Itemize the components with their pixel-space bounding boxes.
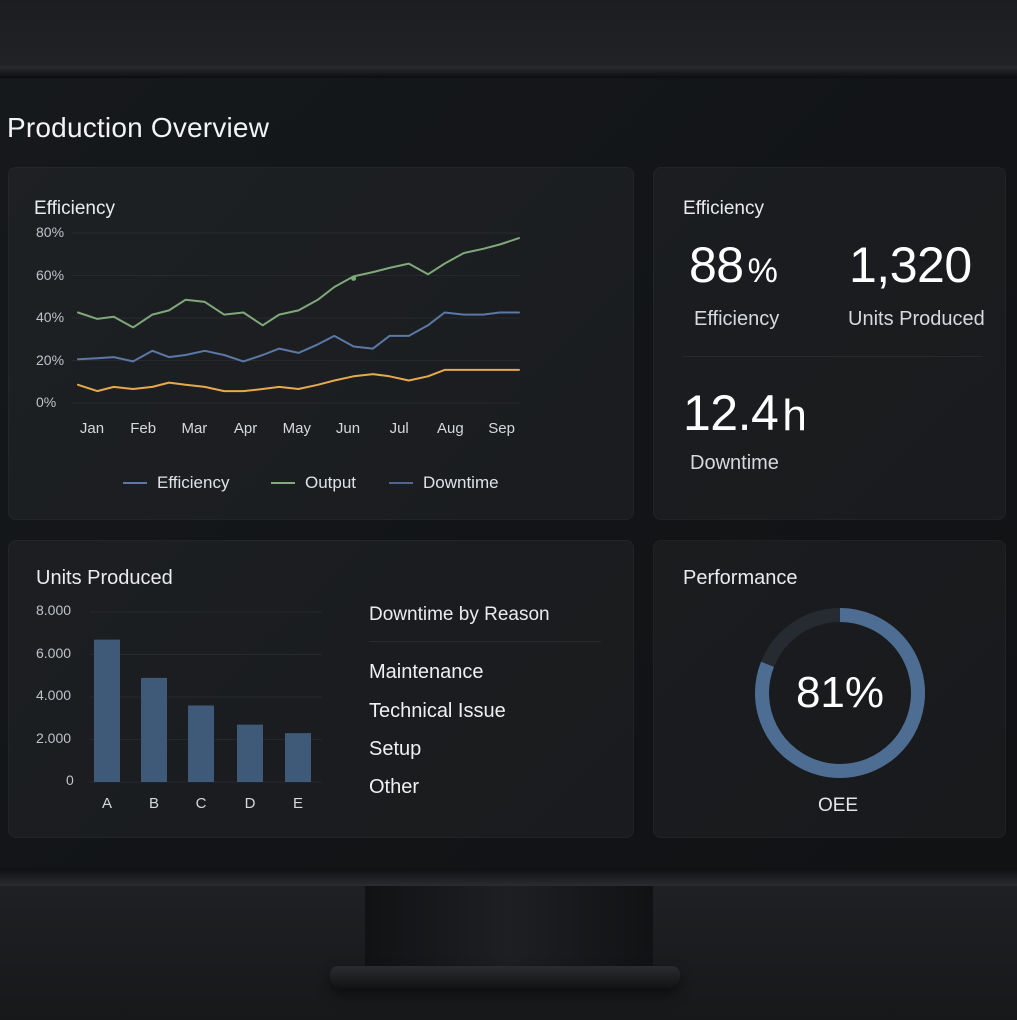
downtime-kpi-unit: h <box>782 391 807 440</box>
line-x-tick: Apr <box>233 420 258 437</box>
bar-y-tick: 0 <box>66 772 74 788</box>
line-x-tick: Feb <box>130 420 157 437</box>
reason-item-maintenance[interactable]: Maintenance <box>369 661 484 683</box>
legend-efficiency-swatch <box>123 482 147 484</box>
monitor-stand-neck <box>365 886 653 972</box>
line-x-tick: Aug <box>437 420 464 437</box>
line-x-tick: Sep <box>488 420 515 437</box>
background-wall <box>0 0 1017 66</box>
units-kpi-value: 1,320 <box>849 237 972 293</box>
units-kpi-label: Units Produced <box>848 308 985 330</box>
page-title: Production Overview <box>7 112 270 143</box>
line-x-tick: Jan <box>79 420 105 437</box>
bar-x-tick: E <box>292 795 304 812</box>
line-x-tick: Jul <box>389 420 409 437</box>
bar-x-tick: C <box>195 795 207 812</box>
line-y-tick: 60% <box>36 266 65 283</box>
legend-downtime[interactable]: Downtime <box>389 473 499 493</box>
reason-item-setup[interactable]: Setup <box>369 738 422 760</box>
legend-output-swatch <box>271 482 295 484</box>
oee-label: OEE <box>817 795 859 816</box>
reason-item-other[interactable]: Other <box>369 776 420 798</box>
downtime-kpi-value: 12.4h <box>683 384 807 442</box>
bar-y-tick: 8.000 <box>36 602 72 618</box>
monitor-bezel-bottom <box>0 868 1017 886</box>
monitor-stand-base <box>330 966 680 988</box>
bar-y-tick: 6.000 <box>36 644 72 661</box>
line-y-tick: 80% <box>36 224 65 240</box>
legend-downtime-label: Downtime <box>423 473 499 492</box>
legend-efficiency-label: Efficiency <box>157 473 230 492</box>
units-produced-title: Units Produced <box>36 567 173 589</box>
downtime-kpi-label: Downtime <box>690 452 779 474</box>
bar-x-tick: D <box>244 795 256 812</box>
line-y-tick: 40% <box>36 309 65 325</box>
efficiency-chart-title: Efficiency <box>34 198 115 219</box>
efficiency-kpi-label: Efficiency <box>694 308 780 330</box>
bar-x-tick: B <box>148 795 160 812</box>
downtime-reason-title: Downtime by Reason <box>369 604 550 625</box>
oee-value: 81% <box>795 668 885 717</box>
efficiency-kpi-number: 88 <box>689 237 744 293</box>
line-x-tick: Jun <box>335 420 361 437</box>
bar-x-tick: A <box>101 795 113 812</box>
kpi-divider <box>683 356 983 357</box>
bar-y-tick: 2.000 <box>36 729 72 746</box>
legend-output-label: Output <box>305 473 357 492</box>
legend-efficiency[interactable]: Efficiency <box>123 473 229 493</box>
downtime-reason-divider <box>369 641 601 642</box>
legend-output[interactable]: Output <box>271 473 356 493</box>
efficiency-kpi-unit: % <box>747 252 778 290</box>
line-y-tick: 0% <box>36 394 57 410</box>
kpi-card-title: Efficiency <box>683 198 764 219</box>
efficiency-kpi-value: 88% <box>689 236 778 294</box>
bar-y-tick: 4.000 <box>36 687 72 703</box>
line-y-tick: 20% <box>36 351 65 368</box>
line-x-tick: May <box>282 420 311 437</box>
reason-item-technical-issue[interactable]: Technical Issue <box>369 700 506 722</box>
performance-title: Performance <box>683 567 798 589</box>
legend-downtime-swatch <box>389 482 413 484</box>
monitor-bezel-top <box>0 66 1017 78</box>
line-x-tick: Mar <box>181 420 208 437</box>
downtime-kpi-number: 12.4 <box>683 385 779 441</box>
